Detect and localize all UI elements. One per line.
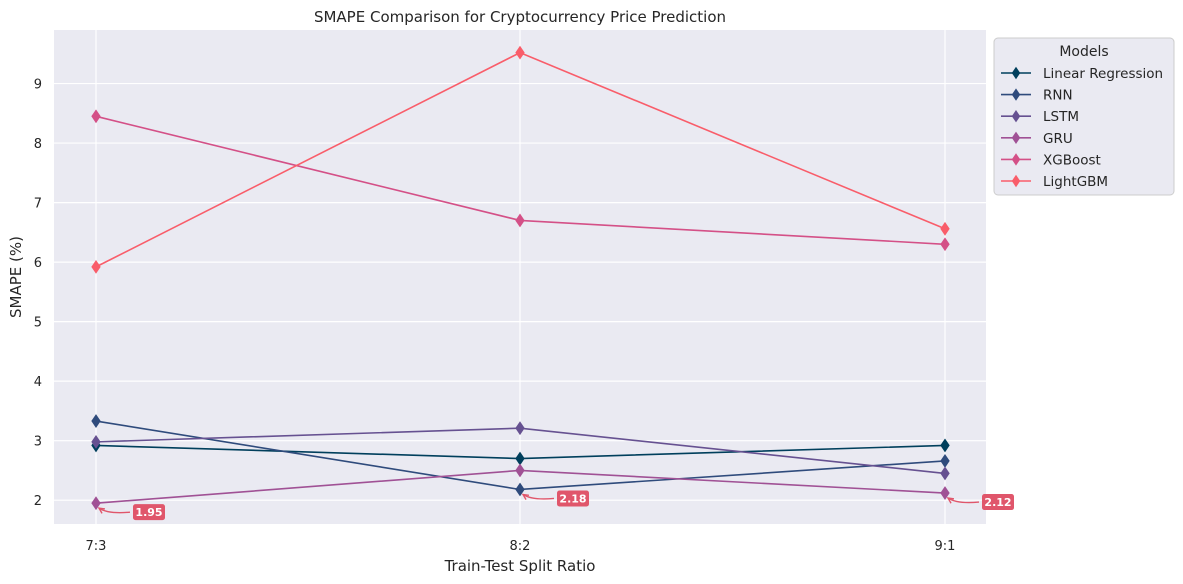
x-axis-ticks: 7:3 8:2 9:1	[86, 539, 956, 554]
y-tick-label: 9	[34, 78, 42, 93]
annotation-label: 1.95	[135, 506, 162, 519]
series-rnn	[91, 414, 950, 497]
series-linear-regression	[91, 438, 950, 466]
legend-title: Models	[1059, 44, 1108, 60]
x-axis-title: Train-Test Split Ratio	[444, 557, 596, 575]
data-point	[940, 221, 950, 236]
annotation-box	[557, 490, 589, 507]
data-point	[91, 109, 101, 124]
series-lightgbm	[91, 45, 950, 274]
y-tick-label: 4	[34, 375, 42, 390]
min-annotation: 1.95	[97, 504, 165, 521]
data-point	[91, 434, 101, 449]
x-tick-label: 7:3	[86, 539, 107, 554]
series-layer	[91, 45, 950, 511]
data-point	[515, 213, 525, 228]
y-tick-label: 5	[34, 316, 42, 331]
annotation-arrowhead	[521, 493, 530, 501]
data-point	[940, 486, 950, 500]
legend-label: RNN	[1043, 88, 1073, 104]
y-tick-label: 6	[34, 256, 42, 271]
data-point	[91, 259, 101, 274]
y-tick-label: 3	[34, 435, 42, 450]
y-tick-label: 2	[34, 494, 42, 509]
data-point	[940, 438, 950, 453]
legend-box	[993, 37, 1175, 196]
legend: Models Linear Regression RNN LSTM GRU XGBoos…	[993, 37, 1175, 196]
annotation-box	[133, 504, 165, 521]
legend-label: LightGBM	[1043, 174, 1108, 190]
series-lstm	[91, 421, 950, 481]
legend-item: Linear Regression	[1001, 66, 1163, 82]
legend-item: LSTM	[1001, 109, 1079, 125]
min-annotation: 2.18	[521, 490, 589, 507]
x-tick-label: 8:2	[510, 539, 531, 554]
legend-items: Linear Regression RNN LSTM GRU XGBoost LightG…	[1001, 66, 1163, 190]
legend-label: Linear Regression	[1043, 66, 1163, 82]
y-tick-label: 8	[34, 137, 42, 152]
annotation-label: 2.12	[984, 496, 1011, 509]
legend-marker	[1011, 174, 1021, 188]
x-tick-label: 9:1	[935, 539, 956, 554]
series-gru	[91, 463, 950, 511]
legend-item: RNN	[1001, 88, 1073, 104]
legend-marker	[1011, 110, 1021, 123]
legend-item: LightGBM	[1001, 174, 1108, 190]
data-point	[515, 482, 525, 497]
data-point	[91, 496, 101, 511]
legend-label: LSTM	[1043, 109, 1079, 125]
data-point	[940, 237, 950, 252]
annotation-arrowhead	[97, 507, 106, 514]
y-axis-ticks: 2 3 4 5 6 7 8 9	[34, 78, 42, 510]
data-point	[940, 466, 950, 481]
annotation-label: 2.18	[559, 492, 586, 505]
legend-marker	[1011, 153, 1021, 166]
data-point	[515, 45, 525, 60]
legend-label: XGBoost	[1043, 152, 1101, 168]
annotation-layer: 1.95 2.18 2.12	[97, 490, 1014, 521]
legend-item: GRU	[1001, 131, 1073, 147]
annotation-arrowhead	[946, 497, 955, 504]
data-point	[515, 421, 525, 436]
legend-label: GRU	[1043, 131, 1073, 147]
legend-marker	[1011, 66, 1021, 80]
legend-marker	[1011, 131, 1021, 144]
y-axis-title: SMAPE (%)	[7, 236, 25, 318]
legend-marker	[1011, 88, 1021, 101]
data-point	[91, 414, 101, 428]
y-tick-label: 7	[34, 197, 42, 212]
annotation-box	[982, 494, 1014, 511]
legend-item: XGBoost	[1001, 152, 1101, 168]
data-point	[515, 463, 525, 478]
chart-title: SMAPE Comparison for Cryptocurrency Pric…	[314, 8, 726, 26]
series-xgboost	[91, 109, 950, 252]
min-annotation: 2.12	[946, 494, 1014, 511]
